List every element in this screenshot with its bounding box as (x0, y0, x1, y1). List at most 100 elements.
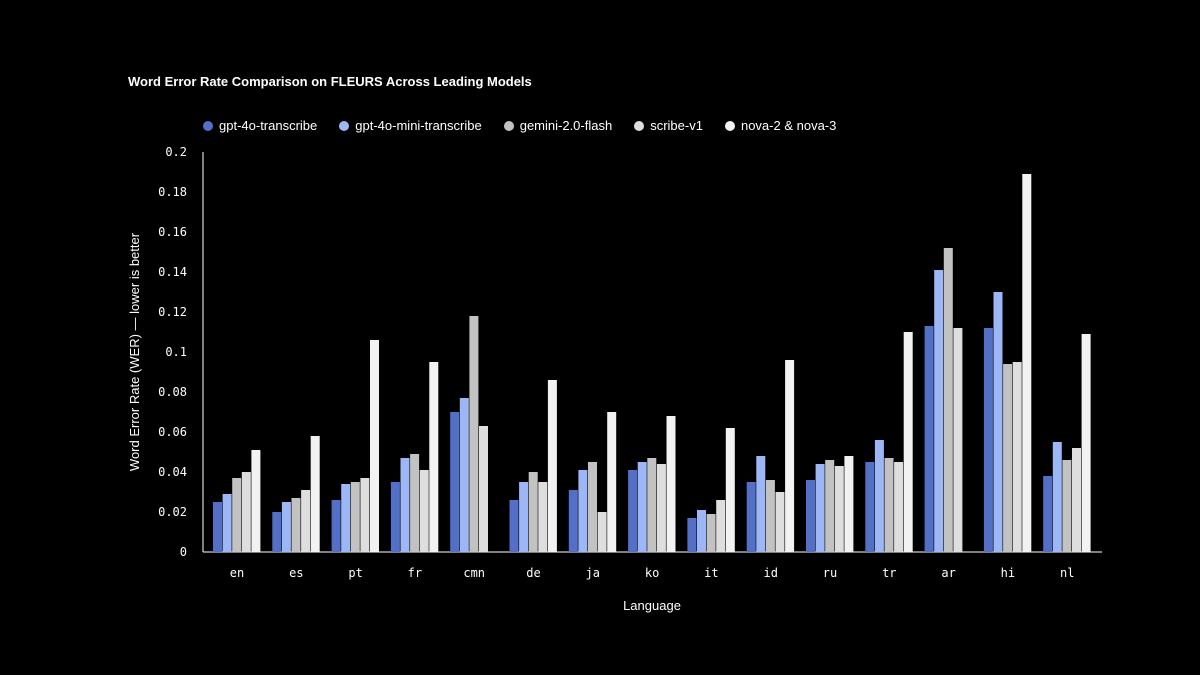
bar-cmn-2 (469, 316, 479, 552)
bar-es-3 (301, 490, 311, 552)
bar-ko-2 (647, 458, 657, 552)
bar-es-2 (291, 498, 301, 552)
bar-ru-1 (815, 464, 825, 552)
bar-es-1 (281, 502, 291, 552)
bar-en-0 (213, 502, 222, 552)
bar-ar-3 (953, 328, 963, 552)
bar-hi-3 (1012, 362, 1022, 552)
x-tick-label: ko (645, 566, 659, 580)
bar-cmn-1 (459, 398, 469, 552)
bar-hi-4 (1022, 174, 1032, 552)
bar-de-3 (538, 482, 548, 552)
legend-item: scribe-v1 (634, 118, 703, 133)
bar-ar-0 (924, 326, 934, 552)
y-tick-label: 0.02 (158, 505, 187, 519)
y-tick-label: 0.18 (158, 185, 187, 199)
legend: gpt-4o-transcribe gpt-4o-mini-transcribe g… (203, 118, 836, 133)
y-tick-label: 0.04 (158, 465, 187, 479)
legend-swatch (203, 120, 213, 131)
chart-title: Word Error Rate Comparison on FLEURS Acr… (128, 74, 532, 89)
bar-fr-3 (419, 470, 429, 552)
bar-de-0 (509, 500, 519, 552)
x-tick-label: fr (408, 566, 422, 580)
bar-ko-0 (628, 470, 638, 552)
bar-it-3 (716, 500, 726, 552)
y-tick-label: 0.2 (165, 145, 187, 159)
y-tick-label: 0.16 (158, 225, 187, 239)
legend-swatch (503, 120, 514, 131)
y-tick-label: 0.14 (158, 265, 187, 279)
bar-ru-2 (825, 460, 835, 552)
x-tick-label: ja (586, 566, 600, 580)
bar-nl-0 (1043, 476, 1053, 552)
bar-it-2 (706, 514, 716, 552)
legend-swatch (634, 120, 645, 131)
bar-tr-4 (903, 332, 913, 552)
y-tick-label: 0 (180, 545, 187, 559)
bar-ar-1 (934, 270, 944, 552)
bar-id-1 (756, 456, 766, 552)
legend-swatch (339, 120, 350, 131)
bar-es-4 (310, 436, 320, 552)
bar-nl-1 (1052, 442, 1062, 552)
bar-ar-2 (943, 248, 953, 552)
bar-hi-0 (983, 328, 993, 552)
bar-nl-3 (1072, 448, 1081, 552)
bar-it-0 (687, 518, 697, 552)
bar-fr-4 (429, 362, 439, 552)
bar-pt-2 (350, 482, 360, 552)
bar-nl-4 (1081, 334, 1091, 552)
x-tick-label: en (230, 566, 244, 580)
legend-item: gpt-4o-mini-transcribe (339, 118, 482, 133)
legend-label: nova-2 & nova-3 (740, 118, 837, 133)
bar-en-2 (232, 478, 242, 552)
legend-item: gpt-4o-transcribe (203, 118, 317, 133)
y-tick-label: 0.1 (165, 345, 187, 359)
bar-de-1 (519, 482, 529, 552)
bar-pt-1 (341, 484, 351, 552)
y-tick-label: 0.12 (158, 305, 187, 319)
bar-ko-4 (666, 416, 676, 552)
x-tick-label: id (763, 566, 777, 580)
bar-ja-1 (578, 470, 588, 552)
bar-fr-0 (390, 482, 400, 552)
bar-tr-1 (874, 440, 884, 552)
bar-nl-2 (1062, 460, 1072, 552)
bar-id-0 (746, 482, 756, 552)
x-tick-label: tr (882, 566, 896, 580)
legend-label: gemini-2.0-flash (519, 118, 613, 133)
bar-it-1 (697, 510, 706, 552)
y-axis-label: Word Error Rate (WER) — lower is better (127, 232, 142, 471)
bar-pt-4 (370, 340, 379, 552)
x-tick-label: ru (823, 566, 837, 580)
bar-ko-3 (656, 464, 666, 552)
legend-label: gpt-4o-mini-transcribe (355, 118, 482, 133)
x-tick-label: it (704, 566, 718, 580)
bar-ja-2 (588, 462, 597, 552)
x-tick-label: pt (348, 566, 362, 580)
bar-en-4 (251, 450, 261, 552)
x-tick-label: hi (1001, 566, 1015, 580)
x-tick-label: cmn (463, 566, 485, 580)
bar-fr-2 (410, 454, 420, 552)
bar-ja-0 (568, 490, 578, 552)
x-axis-label: Language (623, 598, 681, 613)
bar-de-4 (547, 380, 557, 552)
bar-ja-3 (597, 512, 607, 552)
legend-label: gpt-4o-transcribe (219, 118, 318, 133)
bar-hi-1 (993, 292, 1003, 552)
bar-pt-0 (331, 500, 341, 552)
y-tick-label: 0.06 (158, 425, 187, 439)
bar-en-3 (241, 472, 251, 552)
legend-swatch (724, 120, 735, 131)
bar-tr-2 (884, 458, 894, 552)
x-tick-label: es (289, 566, 303, 580)
bar-id-2 (765, 480, 775, 552)
bar-cmn-0 (450, 412, 460, 552)
bar-id-3 (775, 492, 785, 552)
y-tick-label: 0.08 (158, 385, 187, 399)
bar-ko-1 (637, 462, 647, 552)
legend-item: nova-2 & nova-3 (724, 118, 837, 133)
bar-cmn-3 (479, 426, 488, 552)
